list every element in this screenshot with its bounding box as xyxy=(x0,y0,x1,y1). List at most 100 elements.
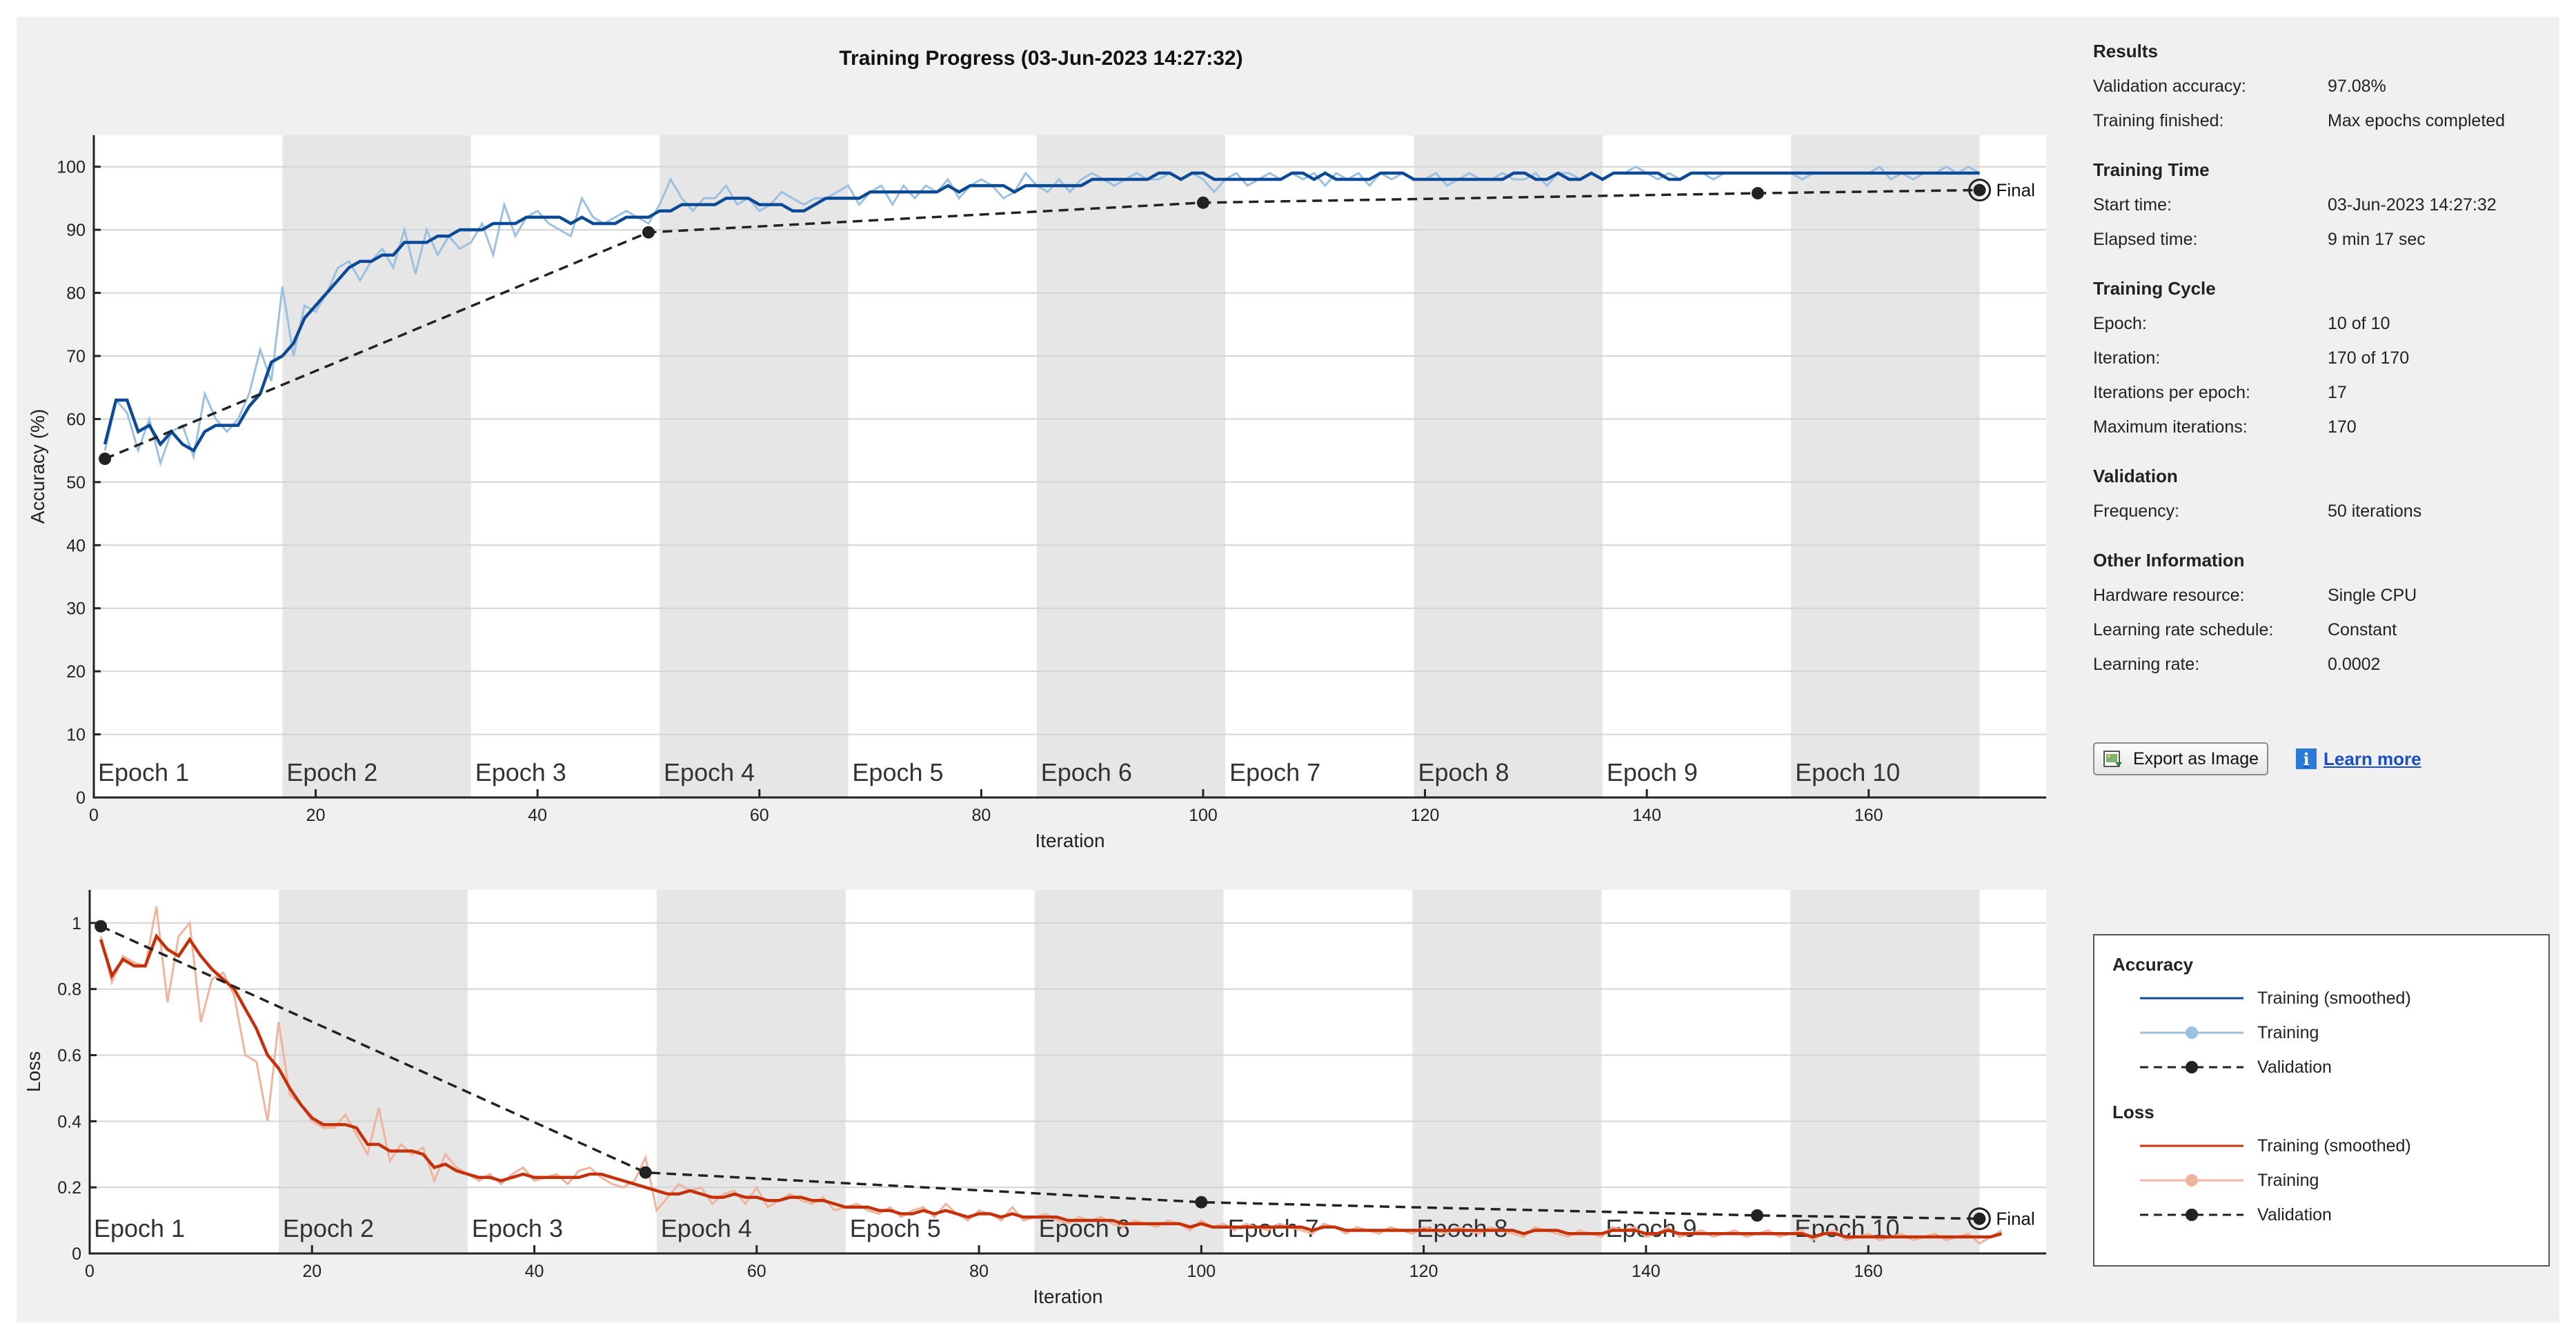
epoch-label: Epoch 4 xyxy=(664,758,755,786)
epoch-band xyxy=(278,890,468,1253)
y-tick-label: 50 xyxy=(66,473,86,493)
loss-validation-point xyxy=(639,1166,652,1179)
info-row: Learning rate: 0.0002 xyxy=(2093,647,2562,682)
training-cycle-heading: Training Cycle xyxy=(2093,278,2216,299)
export-as-image-button[interactable]: Export as Image xyxy=(2093,742,2269,775)
epoch-band xyxy=(1791,135,1980,797)
y-axis-label: Loss xyxy=(23,1051,44,1092)
learn-more-link[interactable]: i Learn more xyxy=(2296,748,2421,770)
x-tick-label: 40 xyxy=(525,1262,544,1281)
legend-accuracy-title: Accuracy xyxy=(2112,954,2194,975)
legend-entry: Training xyxy=(2112,1015,2530,1050)
y-axis-label: Accuracy (%) xyxy=(27,409,48,524)
accuracy-axes xyxy=(92,135,2046,799)
action-bar: Export as Image i Learn more xyxy=(2093,742,2421,775)
accuracy-training-smoothed-line xyxy=(103,171,1980,453)
legend-label: Training xyxy=(2257,1170,2319,1190)
info-row: Epoch: 10 of 10 xyxy=(2093,306,2562,341)
export-button-label: Export as Image xyxy=(2133,748,2259,768)
legend-line-acc-validation xyxy=(2140,1061,2243,1073)
info-panel: Results Validation accuracy: 97.08% Train… xyxy=(2093,33,2562,695)
accuracy-training-line xyxy=(103,165,1981,467)
y-tick-label: 70 xyxy=(66,347,86,366)
legend-line-loss-smoothed xyxy=(2140,1144,2243,1147)
epoch-label: Epoch 3 xyxy=(472,1214,563,1242)
x-tick-label: 80 xyxy=(969,1262,989,1281)
results-section: Results Validation accuracy: 97.08% Train… xyxy=(2093,33,2562,138)
y-tick-label: 0.2 xyxy=(57,1178,81,1198)
page-title: Training Progress (03-Jun-2023 14:27:32) xyxy=(839,47,1242,70)
epoch-label: Epoch 9 xyxy=(1605,1214,1696,1242)
legend-entry: Training xyxy=(2112,1163,2530,1198)
y-tick-label: 0.8 xyxy=(57,980,81,1000)
info-value: 0.0002 xyxy=(2328,655,2381,674)
epoch-label: Epoch 3 xyxy=(475,758,566,786)
x-axis-label: Iteration xyxy=(1035,830,1104,851)
info-row: Frequency: 50 iterations xyxy=(2093,494,2562,528)
info-value: 03-Jun-2023 14:27:32 xyxy=(2328,195,2497,215)
info-value: 170 of 170 xyxy=(2328,348,2410,368)
info-value: Single CPU xyxy=(2328,586,2417,605)
y-tick-label: 0.4 xyxy=(57,1112,81,1131)
y-tick-label: 20 xyxy=(66,662,86,682)
epoch-label: Epoch 7 xyxy=(1229,758,1320,786)
other-information-section: Other Information Hardware resource: Sing… xyxy=(2093,542,2562,682)
x-tick-label: 100 xyxy=(1189,806,1218,825)
final-label: Final xyxy=(1996,1209,2034,1229)
y-tick-label: 0.6 xyxy=(57,1047,81,1066)
epoch-label: Epoch 5 xyxy=(850,1214,941,1242)
accuracy-validation-point xyxy=(1196,196,1209,209)
training-time-section: Training Time Start time: 03-Jun-2023 14:… xyxy=(2093,152,2562,257)
x-tick-label: 160 xyxy=(1854,806,1883,825)
info-value: Max epochs completed xyxy=(2328,111,2506,130)
x-tick-label: 80 xyxy=(971,806,991,825)
epoch-label: Epoch 6 xyxy=(1041,758,1132,786)
info-label: Iterations per epoch: xyxy=(2093,383,2250,402)
info-value: 17 xyxy=(2328,383,2347,402)
legend-label: Validation xyxy=(2257,1057,2332,1077)
loss-validation-point xyxy=(1973,1212,1986,1225)
epoch-label: Epoch 2 xyxy=(286,758,377,786)
loss-axes xyxy=(88,890,2046,1255)
results-heading: Results xyxy=(2093,41,2158,61)
accuracy-validation-point xyxy=(1973,184,1986,197)
x-tick-label: 160 xyxy=(1854,1262,1883,1281)
epoch-band xyxy=(1412,890,1602,1253)
loss-plot: 0 0.2 0.4 0.6 0.8 1 0 20 40 60 80 100 120 140 160 Epoch… xyxy=(23,890,2046,1307)
epoch-label: Epoch 2 xyxy=(283,1214,374,1242)
epoch-band xyxy=(282,135,471,797)
legend-line-loss-validation xyxy=(2140,1209,2243,1221)
loss-validation-point xyxy=(1751,1209,1764,1222)
epoch-band xyxy=(1036,135,1226,797)
validation-section: Validation Frequency: 50 iterations xyxy=(2093,458,2562,528)
accuracy-validation-point xyxy=(642,226,655,239)
y-tick-label: 80 xyxy=(66,284,86,304)
epoch-label: Epoch 1 xyxy=(94,1214,185,1242)
accuracy-validation-point xyxy=(99,453,112,466)
training-progress-window: Training Progress (03-Jun-2023 14:27:32)… xyxy=(17,17,2559,1322)
learn-more-label: Learn more xyxy=(2324,748,2421,769)
info-row: Validation accuracy: 97.08% xyxy=(2093,69,2562,103)
epoch-label: Epoch 1 xyxy=(98,758,189,786)
info-label: Learning rate schedule: xyxy=(2093,620,2274,639)
info-value: Constant xyxy=(2328,620,2397,639)
info-label: Maximum iterations: xyxy=(2093,417,2248,437)
info-label: Frequency: xyxy=(2093,502,2180,521)
info-value: 97.08% xyxy=(2328,77,2386,96)
legend-entry: Validation xyxy=(2112,1050,2530,1084)
x-tick-label: 20 xyxy=(302,1262,321,1281)
legend-loss-title: Loss xyxy=(2112,1102,2154,1122)
epoch-label: Epoch 9 xyxy=(1607,758,1698,786)
info-value: 10 of 10 xyxy=(2328,314,2390,333)
epoch-band xyxy=(1414,135,1603,797)
validation-heading: Validation xyxy=(2093,466,2178,486)
legend-label: Validation xyxy=(2257,1204,2332,1224)
training-cycle-section: Training Cycle Epoch: 10 of 10 Iteration:… xyxy=(2093,270,2562,444)
legend-label: Training (smoothed) xyxy=(2257,988,2411,1008)
training-time-heading: Training Time xyxy=(2093,159,2210,180)
epoch-label: Epoch 10 xyxy=(1795,758,1900,786)
info-label: Learning rate: xyxy=(2093,655,2200,674)
y-tick-label: 60 xyxy=(66,410,86,429)
x-tick-label: 100 xyxy=(1187,1262,1216,1281)
epoch-label: Epoch 8 xyxy=(1418,758,1509,786)
